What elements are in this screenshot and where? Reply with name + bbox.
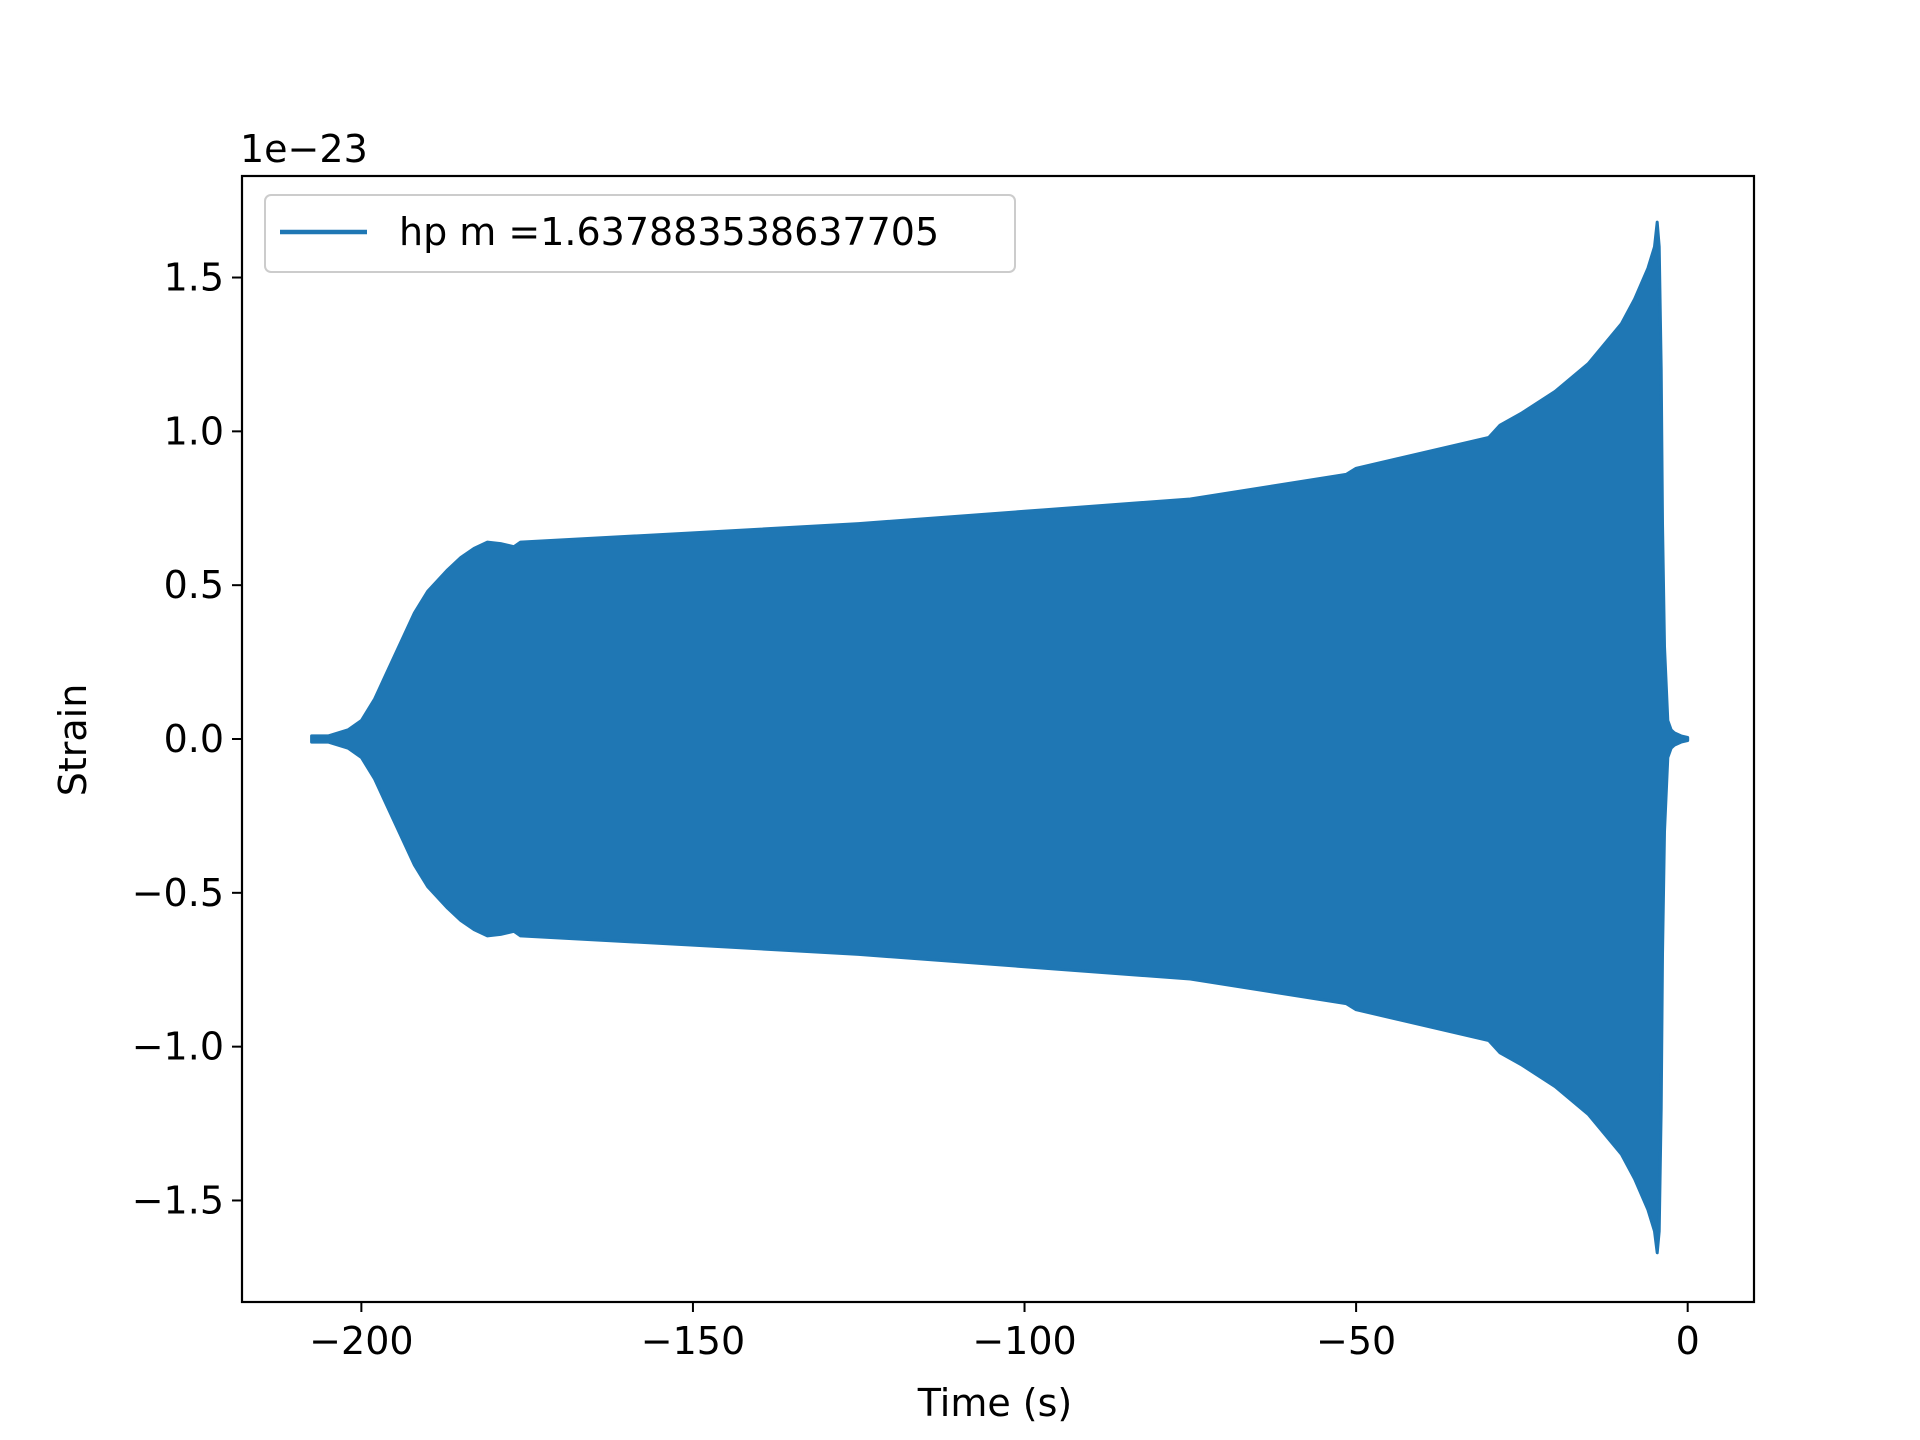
y-tick-label: −0.5	[132, 871, 224, 915]
y-offset-label: 1e−23	[240, 127, 368, 171]
series-hp-waveform	[310, 220, 1690, 1255]
x-tick-label: 0	[1676, 1319, 1700, 1363]
y-tick-label: 1.5	[164, 256, 224, 300]
x-tick-label: −150	[641, 1319, 745, 1363]
y-tick-label: 1.0	[164, 409, 224, 453]
legend-box	[264, 194, 1016, 273]
x-tick-label: −200	[309, 1319, 413, 1363]
y-axis: −1.5 −1.0 −0.5 0.0 0.5 1.0 1.5	[132, 256, 242, 1222]
legend-label: hp m =1.637883538637705	[399, 210, 939, 254]
legend: hp m =1.637883538637705	[264, 194, 1016, 273]
y-tick-label: 0.0	[164, 717, 224, 761]
y-tick-label: −1.0	[132, 1025, 224, 1069]
y-tick-label: −1.5	[132, 1178, 224, 1222]
y-tick-label: 0.5	[164, 563, 224, 607]
x-tick-label: −50	[1316, 1319, 1396, 1363]
y-axis-label: Strain	[51, 684, 95, 797]
x-axis-label: Time (s)	[917, 1381, 1073, 1425]
x-axis: −200 −150 −100 −50 0	[309, 1302, 1700, 1363]
series-layer	[310, 220, 1690, 1255]
x-tick-label: −100	[972, 1319, 1076, 1363]
